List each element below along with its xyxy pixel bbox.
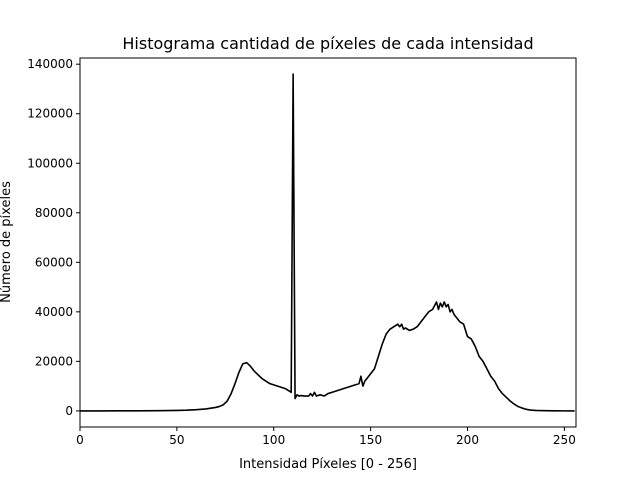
y-tick-label: 80000 — [35, 206, 73, 220]
y-tick-label: 140000 — [27, 57, 73, 71]
chart-title: Histograma cantidad de píxeles de cada i… — [122, 34, 533, 53]
axes-frame — [79, 57, 577, 428]
y-tick-label: 60000 — [35, 255, 73, 269]
x-tick-label: 150 — [359, 433, 382, 447]
x-tick-label: 100 — [262, 433, 285, 447]
x-tick-label: 250 — [553, 433, 576, 447]
y-tick-label: 100000 — [27, 156, 73, 170]
y-tick-label: 0 — [65, 404, 73, 418]
y-tick-label: 40000 — [35, 305, 73, 319]
y-axis-ticks: 0 20000 40000 60000 80000 100000 120000 140000 — [27, 57, 80, 418]
histogram-line — [79, 73, 575, 412]
x-tick-label: 200 — [456, 433, 479, 447]
x-axis-ticks: 0 50 100 150 200 250 — [76, 427, 576, 447]
plot-area — [79, 73, 575, 412]
x-axis-label: Intensidad Píxeles [0 - 256] — [239, 457, 417, 472]
y-tick-label: 20000 — [35, 354, 73, 368]
x-tick-label: 0 — [76, 433, 84, 447]
y-tick-label: 120000 — [27, 107, 73, 121]
x-tick-label: 50 — [169, 433, 184, 447]
y-axis-label: Número de píxeles — [0, 181, 14, 303]
